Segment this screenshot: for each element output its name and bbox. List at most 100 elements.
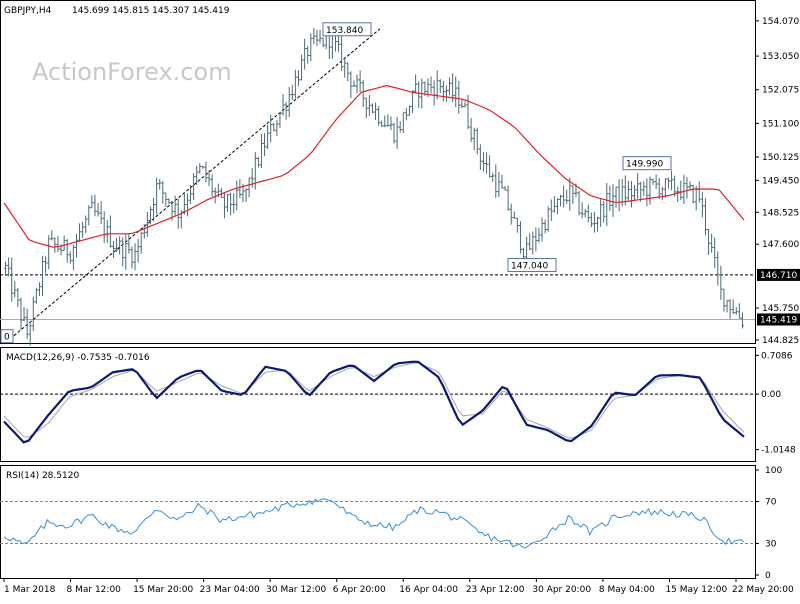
time-tick-label: 1 Mar 2018: [4, 585, 56, 595]
price-tick-label: 153.050: [762, 52, 799, 62]
price-bar: [685, 177, 689, 199]
label-swing-high: 149.990: [622, 156, 672, 171]
price-bar: [549, 199, 553, 222]
price-bar: [722, 288, 726, 312]
price-bar: [740, 312, 744, 329]
macd-panel: [0, 347, 756, 462]
price-bar: [716, 251, 720, 286]
price-bar: [475, 127, 479, 155]
price-bar: [90, 195, 94, 209]
price-bar: [454, 76, 458, 108]
price-bar: [543, 219, 547, 234]
svg-text:146.710: 146.710: [760, 271, 797, 281]
price-bar: [81, 221, 85, 238]
time-tick-label: 8 May 04:00: [599, 585, 655, 595]
price-bar: [370, 103, 374, 114]
price-bar: [303, 38, 307, 70]
price-bar: [577, 190, 581, 216]
price-bar: [411, 90, 415, 113]
price-bar: [364, 97, 368, 119]
price-bar: [343, 57, 347, 78]
price-bar: [124, 234, 128, 270]
price-bar: [531, 231, 535, 255]
price-bar: [62, 235, 66, 251]
price-bar: [537, 227, 541, 243]
time-tick-label: 22 May 20:00: [732, 585, 794, 595]
price-bar: [256, 156, 260, 168]
price-bar: [691, 184, 695, 204]
price-bar: [284, 101, 288, 120]
price-bar: [65, 239, 69, 263]
price-bar: [737, 303, 741, 319]
price-tick-label: 150.125: [762, 153, 799, 163]
price-bar: [158, 179, 162, 190]
price-bar: [142, 224, 146, 239]
price-bar: [534, 227, 538, 252]
price-bar: [602, 200, 606, 223]
price-bar: [238, 179, 242, 199]
price-bar: [349, 71, 353, 99]
price-bar: [145, 212, 149, 237]
price-bar: [645, 178, 649, 207]
price-bar: [226, 194, 230, 213]
price-bar: [204, 161, 208, 183]
price-bar: [478, 144, 482, 170]
price-bar: [503, 186, 507, 191]
price-bar: [161, 181, 165, 204]
price-bar: [74, 233, 78, 258]
price-bar: [19, 297, 23, 330]
price-bar: [608, 185, 612, 211]
price-bar: [460, 99, 464, 109]
price-bar: [374, 102, 378, 121]
time-tick-label: 8 Mar 12:00: [67, 585, 122, 595]
price-bar: [219, 187, 223, 198]
price-bar: [380, 120, 384, 128]
price-bar: [599, 198, 603, 227]
price-bar: [506, 185, 510, 211]
price-bar: [654, 174, 658, 190]
price-bar: [34, 287, 38, 304]
price-bar: [546, 206, 550, 232]
price-bar: [441, 80, 445, 102]
price-bar: [78, 223, 82, 241]
price-bar: [389, 116, 393, 131]
price-bar: [189, 184, 193, 204]
price-bar: [734, 307, 738, 315]
price-bar: [87, 205, 91, 226]
price-bar: [10, 257, 14, 302]
price-bar: [728, 299, 732, 320]
price-tick-label: 151.100: [762, 119, 799, 129]
price-bar: [444, 85, 448, 102]
price-bar: [673, 175, 677, 197]
price-bar: [50, 230, 54, 241]
time-tick-label: 15 Mar 20:00: [133, 585, 193, 595]
price-bar: [68, 251, 72, 264]
price-bar: [596, 216, 600, 232]
rsi-panel: [0, 465, 756, 579]
macd-tick-label: 0.7086: [761, 351, 793, 361]
price-bar: [494, 164, 498, 198]
price-bar: [614, 186, 618, 208]
price-bar: [361, 80, 365, 107]
price-bar: [565, 189, 569, 204]
price-bar: [293, 69, 297, 99]
price-bar: [713, 237, 717, 269]
price-bar: [552, 196, 556, 213]
price-bar: [611, 184, 615, 217]
price-bar: [485, 152, 489, 174]
price-bar: [657, 177, 661, 200]
time-tick-label: 23 Mar 04:00: [200, 585, 260, 595]
price-bar: [568, 177, 572, 211]
time-tick-label: 30 Apr 20:00: [532, 585, 591, 595]
price-bar: [28, 321, 32, 346]
svg-text:0: 0: [4, 333, 10, 343]
price-bar: [281, 94, 285, 116]
price-bar: [352, 80, 356, 87]
price-bar: [71, 244, 75, 271]
price-bar: [111, 240, 115, 259]
price-bar: [148, 206, 152, 225]
price-bar: [118, 236, 122, 255]
price-bar: [192, 173, 196, 201]
price-bar: [469, 117, 473, 143]
